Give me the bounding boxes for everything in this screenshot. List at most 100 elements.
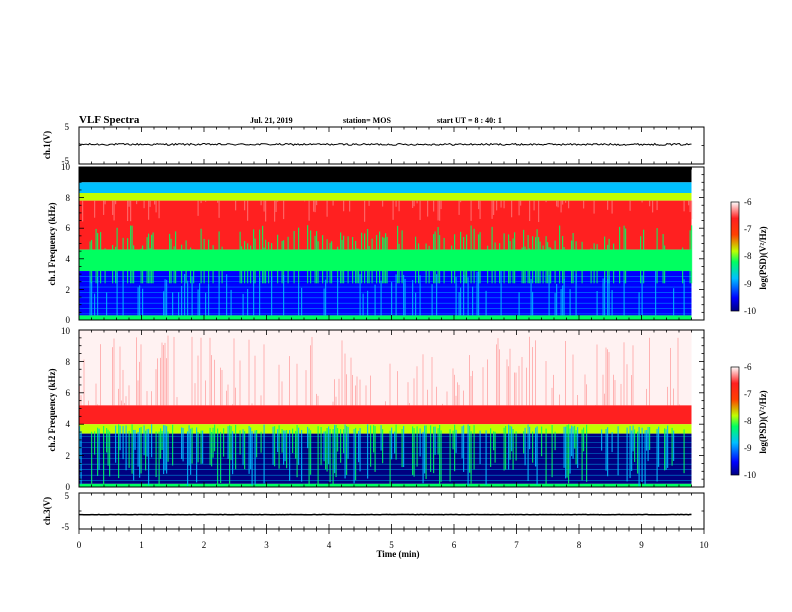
ch2-streak bbox=[416, 426, 418, 467]
ch2-speckle bbox=[413, 378, 415, 406]
ch1-streak-light bbox=[247, 200, 249, 221]
ch1-streak-light bbox=[265, 200, 267, 222]
ch2-streak bbox=[641, 427, 643, 483]
ch2-speckle bbox=[623, 342, 625, 406]
ch2-streak bbox=[284, 430, 286, 462]
ch2-speckle bbox=[470, 376, 472, 406]
ch2-speckle bbox=[551, 387, 553, 406]
ch2-speckle bbox=[221, 370, 223, 406]
ch1-streak-light bbox=[154, 200, 156, 205]
ch1-streak-cyan bbox=[230, 289, 232, 316]
ch1-streak-cyan bbox=[460, 287, 462, 316]
ch2-speckle bbox=[632, 345, 634, 406]
ch1-streak bbox=[398, 243, 400, 284]
ch1-streak-light bbox=[197, 200, 199, 216]
ch1-streak bbox=[368, 245, 370, 284]
ch1-streak bbox=[514, 232, 516, 284]
ch2-streak bbox=[382, 429, 384, 464]
ch1-streak-cyan bbox=[197, 289, 199, 316]
ch2-speckle bbox=[416, 366, 418, 406]
ch2-streak bbox=[380, 425, 382, 451]
ch1-streak-cyan bbox=[472, 286, 474, 316]
ch2-speckle bbox=[305, 370, 307, 406]
ch1-streak bbox=[271, 243, 273, 284]
ch1-streak bbox=[142, 245, 144, 284]
ch2-speckle bbox=[508, 366, 509, 406]
ch1-streak bbox=[466, 234, 468, 284]
ch1-streak-light bbox=[398, 200, 400, 212]
ch1-streak-light bbox=[593, 200, 595, 214]
ch2-speckle bbox=[346, 374, 347, 406]
ch1-colorbar: -6 -7 -8 -9 -10 log(PSD)(V²/Hz) bbox=[730, 197, 768, 316]
ch1-streak-light bbox=[260, 200, 262, 206]
ch2-streak bbox=[673, 430, 675, 461]
ch2-streak bbox=[181, 427, 183, 460]
ch2-speckle bbox=[251, 403, 253, 406]
ch2-speckle bbox=[214, 359, 215, 406]
ch1-streak-light bbox=[136, 200, 138, 205]
ch1-streak-light bbox=[314, 200, 316, 213]
ch1-streak-light bbox=[130, 200, 132, 222]
ch1-streak-light bbox=[440, 200, 442, 210]
ch1-streak-cyan bbox=[139, 285, 141, 316]
ch1-streak bbox=[190, 247, 192, 284]
ch1-streak-cyan bbox=[575, 273, 577, 316]
ch1-streak-light bbox=[493, 200, 495, 215]
ch1-streak bbox=[454, 234, 456, 284]
ch1-streak bbox=[689, 230, 691, 284]
ch2-streak bbox=[527, 424, 529, 481]
ch1-streak bbox=[451, 245, 453, 284]
ch2-streak bbox=[329, 428, 331, 483]
ch1-streak bbox=[322, 235, 324, 284]
ch2-streak bbox=[295, 431, 297, 459]
ch2-speckle bbox=[389, 363, 391, 406]
ch2-streak bbox=[503, 427, 505, 471]
ch2-speckle bbox=[506, 359, 508, 406]
ch2-streak bbox=[671, 427, 673, 466]
ch2-speckle bbox=[496, 344, 497, 406]
ch1-streak bbox=[428, 245, 430, 284]
ch2-streak bbox=[403, 425, 405, 468]
ch1-streak bbox=[317, 241, 319, 284]
ch1-streak-light bbox=[113, 200, 115, 221]
ch1-yellow-band bbox=[79, 193, 692, 201]
ch2-streak bbox=[133, 429, 135, 481]
ch2-speckle bbox=[97, 404, 98, 406]
ch1-streak bbox=[548, 247, 550, 284]
ch2-speckle bbox=[163, 345, 164, 406]
ch2-speckle bbox=[88, 400, 89, 406]
ch1-streak-light bbox=[412, 200, 414, 209]
ch1-streak bbox=[95, 228, 97, 284]
ch1-streak-cyan bbox=[283, 275, 285, 316]
ch2-streak bbox=[463, 425, 465, 472]
ch2-speckle bbox=[191, 336, 193, 406]
ch2-speckle bbox=[311, 336, 313, 406]
ch1-streak-light bbox=[565, 200, 567, 203]
ch1-streak bbox=[193, 249, 195, 284]
ch1-voltage-ylabel: ch.1(V) bbox=[42, 131, 52, 159]
ch1-streak bbox=[253, 229, 255, 284]
ch2-streak bbox=[244, 431, 246, 470]
ch2-streak bbox=[626, 427, 628, 482]
ch1-streak bbox=[221, 246, 223, 284]
ch2-streak bbox=[479, 430, 481, 465]
ch1-streak-light bbox=[112, 200, 114, 215]
ch2-speckle bbox=[260, 395, 262, 406]
ch2-streak bbox=[629, 425, 631, 479]
ch2-speckle bbox=[487, 359, 488, 406]
ch2-streak bbox=[191, 427, 193, 464]
ch1-streak-cyan bbox=[602, 278, 604, 316]
ch1-streak-light bbox=[568, 200, 570, 209]
ch1-streak bbox=[367, 228, 369, 284]
ch1-streak bbox=[607, 244, 609, 284]
ch1-streak bbox=[596, 244, 598, 284]
ch1-streak-cyan bbox=[611, 290, 613, 316]
ch2-streak bbox=[607, 427, 609, 477]
ch2-speckle bbox=[427, 389, 428, 406]
ch1-streak bbox=[433, 234, 435, 284]
ch2-streak bbox=[145, 430, 147, 471]
ch1-streak bbox=[356, 248, 358, 284]
ch2-streak bbox=[370, 425, 372, 467]
ch1-streak-light bbox=[274, 200, 276, 222]
ch2-streak bbox=[568, 424, 570, 484]
